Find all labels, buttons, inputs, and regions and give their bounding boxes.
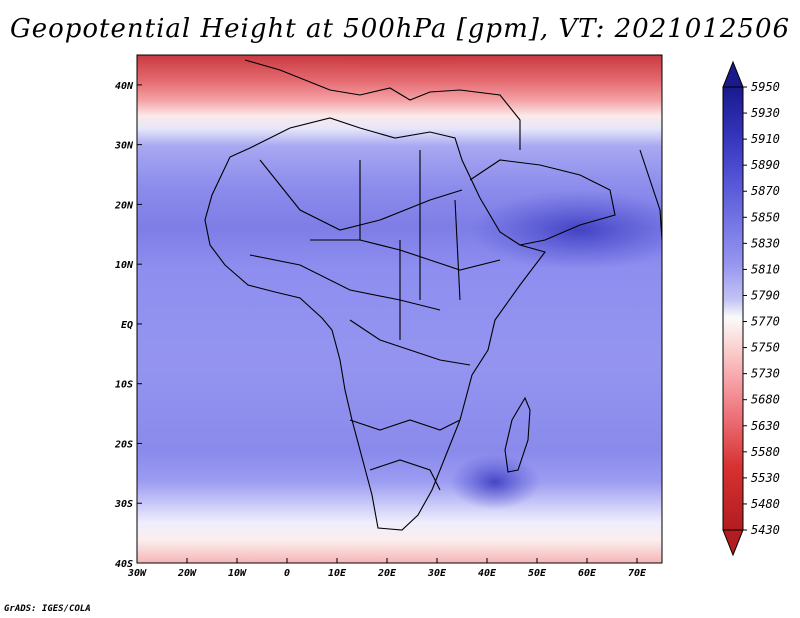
y-tick-label: EQ: [121, 320, 133, 331]
colorbar-label: 5480: [751, 497, 780, 511]
europe-coast: [244, 59, 521, 150]
x-tick-label: 50E: [528, 568, 547, 579]
africa-coastline: [204, 117, 546, 531]
border-central: [310, 239, 501, 271]
y-tick-label: 30N: [114, 141, 134, 152]
colorbar-label: 5870: [751, 184, 780, 198]
x-tick-label: 10E: [328, 568, 347, 579]
y-tick-label: 40N: [115, 81, 134, 92]
y-tick-label: 40S: [115, 559, 133, 570]
x-tick-label: 30W: [127, 568, 147, 579]
y-tick-label: 10N: [115, 260, 134, 271]
colorbar-label: 5830: [751, 236, 780, 250]
colorbar-body: [722, 86, 744, 531]
map-title: Geopotential Height at 500hPa [gpm], VT:…: [9, 14, 791, 44]
india-coast: [639, 149, 662, 241]
colorbar-label: 5810: [751, 262, 780, 276]
x-tick-label: 70E: [628, 568, 647, 579]
y-tick-label: 10S: [115, 380, 133, 391]
x-tick-label: 0: [284, 568, 290, 579]
x-tick-label: 10W: [228, 568, 247, 579]
x-tick-label: 20E: [377, 568, 397, 579]
border-congo: [349, 319, 471, 366]
y-tick-label: 20S: [114, 439, 133, 450]
y-tick-label: 20N: [114, 200, 134, 211]
plot-frame: [136, 54, 663, 564]
height-field: [137, 55, 662, 563]
arabia-coast: [469, 159, 616, 246]
border-south: [349, 419, 461, 431]
colorbar-label: 5680: [751, 393, 780, 407]
colorbar-label: 5630: [751, 419, 780, 433]
x-tick-label: 60E: [578, 568, 597, 579]
colorbar-label: 5430: [751, 523, 780, 537]
colorbar-label: 5770: [751, 315, 780, 329]
border-west: [359, 150, 461, 340]
y-axis: 40N 30N 20N 10N EQ 10S 20S 30S 40S: [114, 81, 142, 570]
x-axis: 30W 20W 10W 0 10E 20E 30E 40E 50E 60E 70E: [127, 558, 647, 579]
colorbar-bottom-arrow: [722, 529, 744, 557]
y-tick-label: 30S: [114, 499, 133, 510]
colorbar-label: 5910: [751, 132, 780, 146]
madagascar-coast: [504, 396, 531, 473]
colorbar-label: 5730: [751, 367, 780, 381]
x-tick-label: 30E: [427, 568, 447, 579]
colorbar-top-arrow: [722, 60, 744, 88]
colorbar-label: 5890: [751, 158, 780, 172]
coastlines: [204, 59, 662, 531]
colorbar-label: 5580: [751, 445, 780, 459]
border-southern: [369, 459, 441, 491]
colorbar-label: 5950: [751, 80, 780, 94]
credit-label: GrADS: IGES/COLA: [4, 604, 91, 614]
colorbar-label: 5750: [751, 341, 780, 355]
colorbar-label: 5790: [751, 288, 780, 302]
x-tick-label: 40E: [478, 568, 497, 579]
border-sahel: [249, 254, 441, 311]
colorbar-label: 5530: [751, 471, 780, 485]
x-tick-label: 20W: [177, 568, 197, 579]
colorbar-label: 5930: [751, 106, 780, 120]
colorbar: 5950 5930 5910 5890 5870 5850 5830 5810 5790 5770…: [722, 60, 780, 557]
colorbar-label: 5850: [751, 210, 780, 224]
